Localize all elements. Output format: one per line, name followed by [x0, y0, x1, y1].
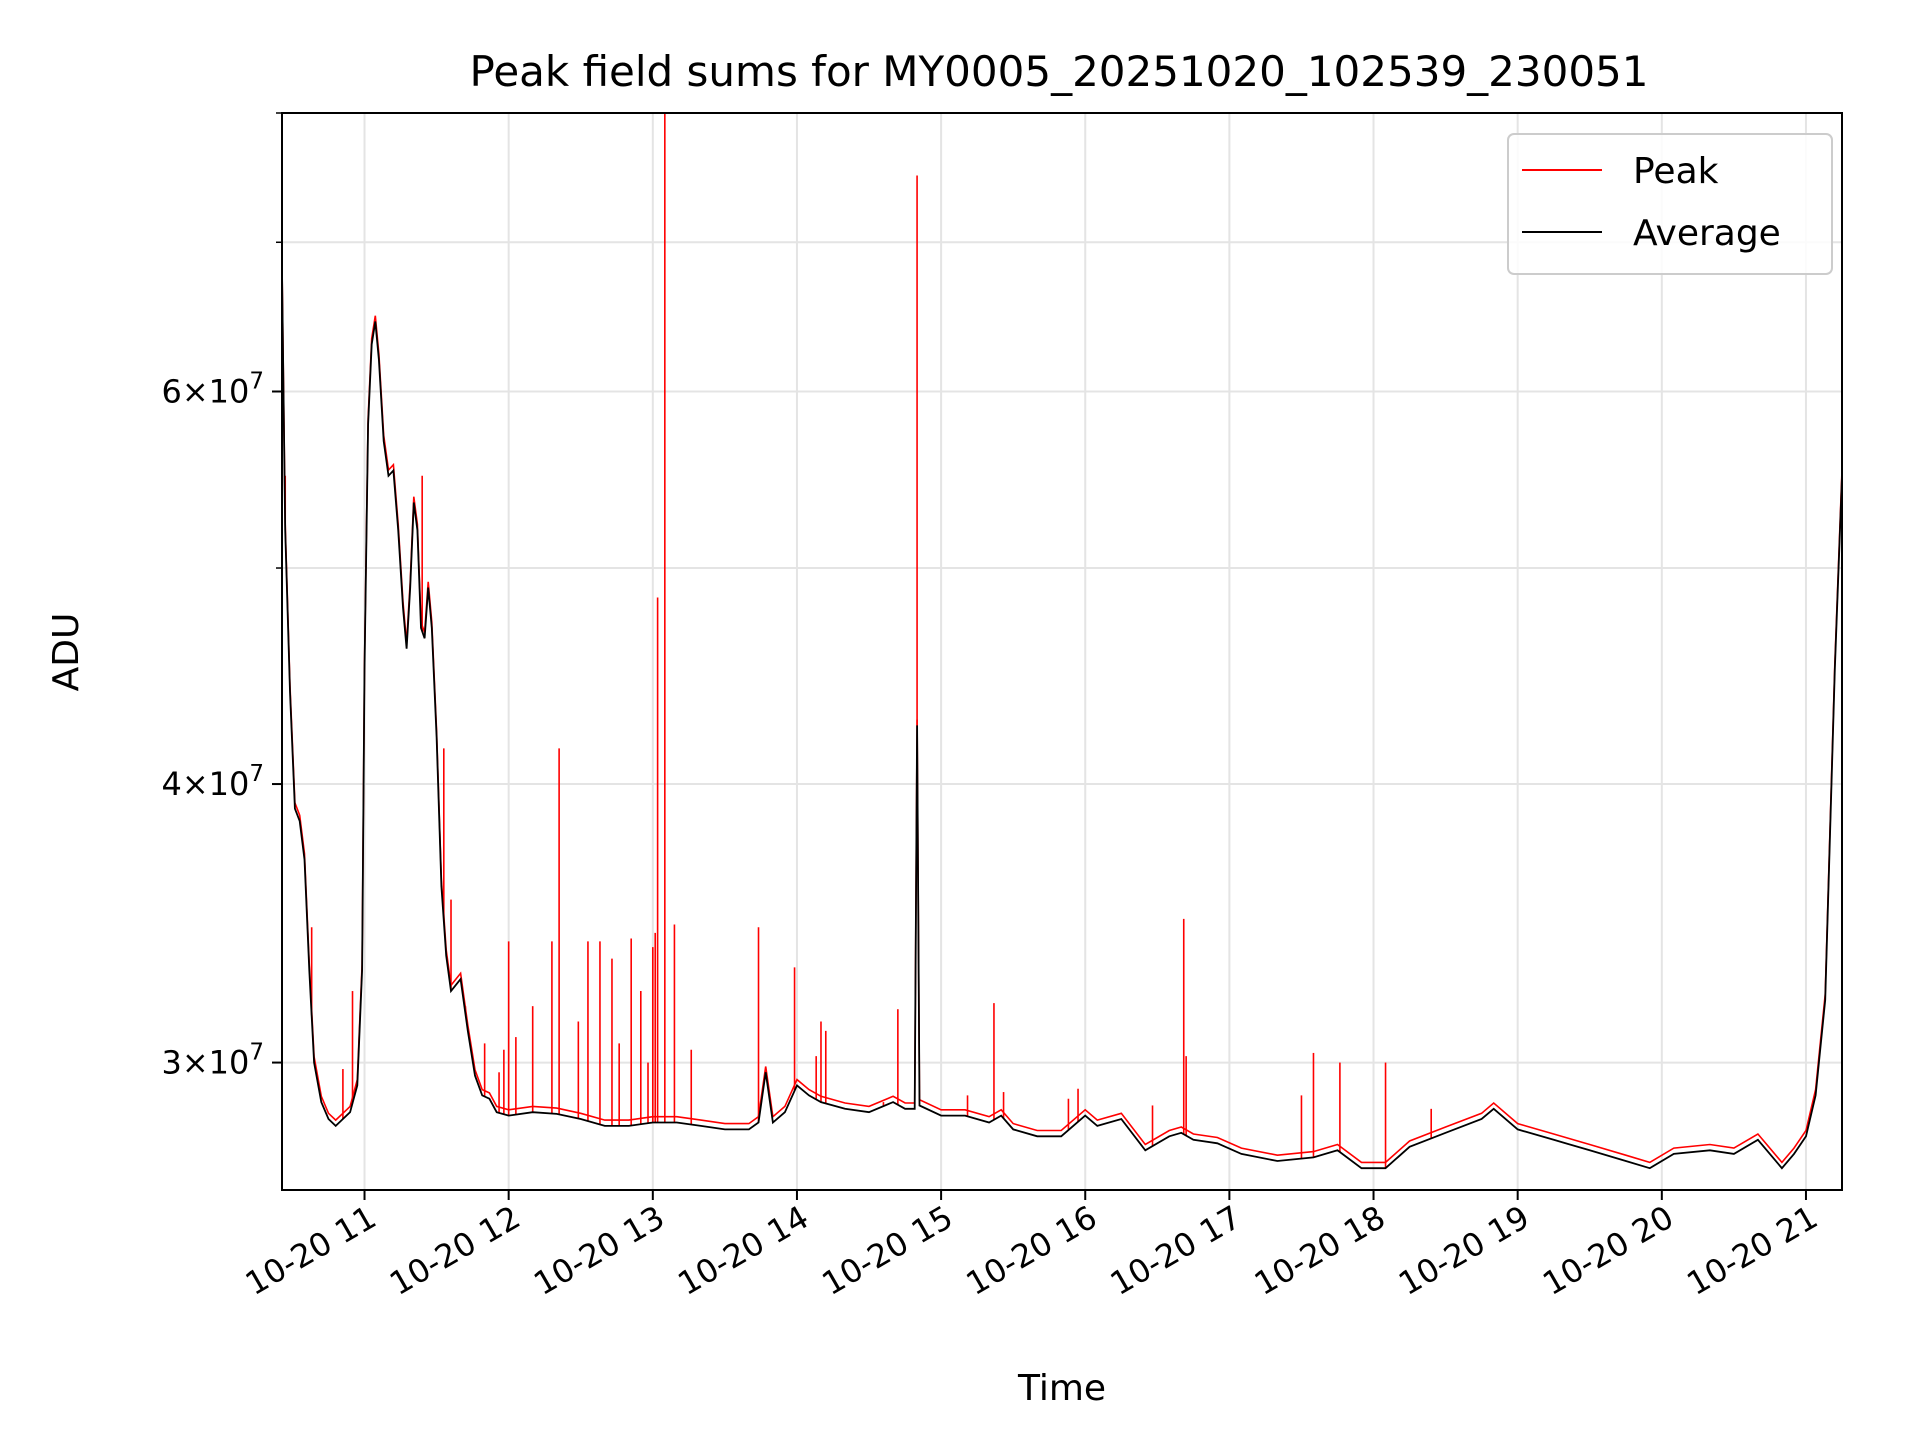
- legend-label: Peak: [1633, 151, 1719, 192]
- peak-series-line: [282, 264, 1842, 1164]
- x-axis: 10-20 11 10-20 12 10-20 13 10-20 14 10-20 15…: [239, 1190, 1824, 1303]
- y-tick-label: 3×107: [161, 1040, 264, 1082]
- y-axis: 3×107 4×107 6×107: [161, 112, 282, 1082]
- x-tick-label: 10-20 21: [1680, 1198, 1824, 1303]
- y-axis-label: ADU: [46, 613, 87, 692]
- chart-title: Peak field sums for MY0005_20251020_1025…: [469, 47, 1648, 96]
- plot-frame: [281, 112, 1843, 1191]
- legend-label: Average: [1633, 213, 1781, 254]
- x-tick-label: 10-20 20: [1536, 1198, 1680, 1303]
- average-series-line: [282, 270, 1842, 1170]
- x-tick-label: 10-20 17: [1104, 1198, 1248, 1303]
- x-tick-label: 10-20 16: [960, 1198, 1104, 1303]
- series-group: [282, 113, 1842, 1170]
- x-tick-label: 10-20 18: [1248, 1198, 1392, 1303]
- x-tick-label: 10-20 19: [1392, 1198, 1536, 1303]
- y-tick-label: 6×107: [161, 369, 264, 411]
- legend: Peak Average: [1507, 133, 1833, 275]
- plot-area: [282, 113, 1842, 1170]
- x-axis-label: Time: [1017, 1368, 1106, 1409]
- x-tick-label: 10-20 12: [383, 1198, 527, 1303]
- x-tick-label: 10-20 11: [239, 1198, 383, 1303]
- y-tick-label: 4×107: [161, 761, 264, 803]
- x-tick-label: 10-20 13: [527, 1198, 671, 1303]
- x-tick-label: 10-20 15: [815, 1198, 959, 1303]
- x-tick-label: 10-20 14: [671, 1198, 815, 1303]
